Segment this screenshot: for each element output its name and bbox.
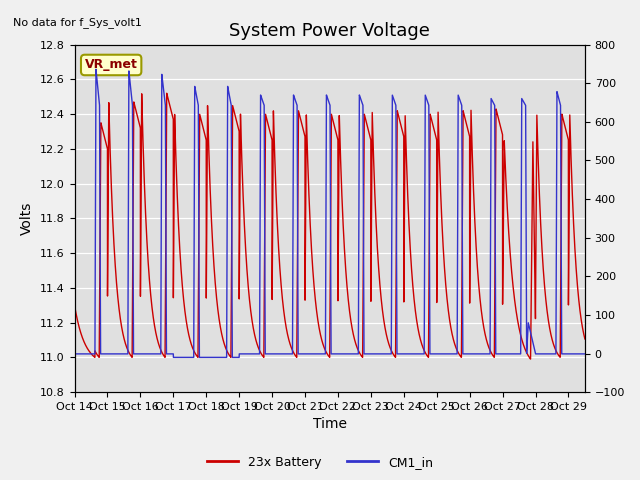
X-axis label: Time: Time [313, 418, 347, 432]
Y-axis label: Volts: Volts [20, 202, 35, 235]
Title: System Power Voltage: System Power Voltage [229, 22, 430, 40]
Text: No data for f_Sys_volt1: No data for f_Sys_volt1 [13, 17, 142, 28]
Text: VR_met: VR_met [84, 59, 138, 72]
Legend: 23x Battery, CM1_in: 23x Battery, CM1_in [202, 451, 438, 474]
